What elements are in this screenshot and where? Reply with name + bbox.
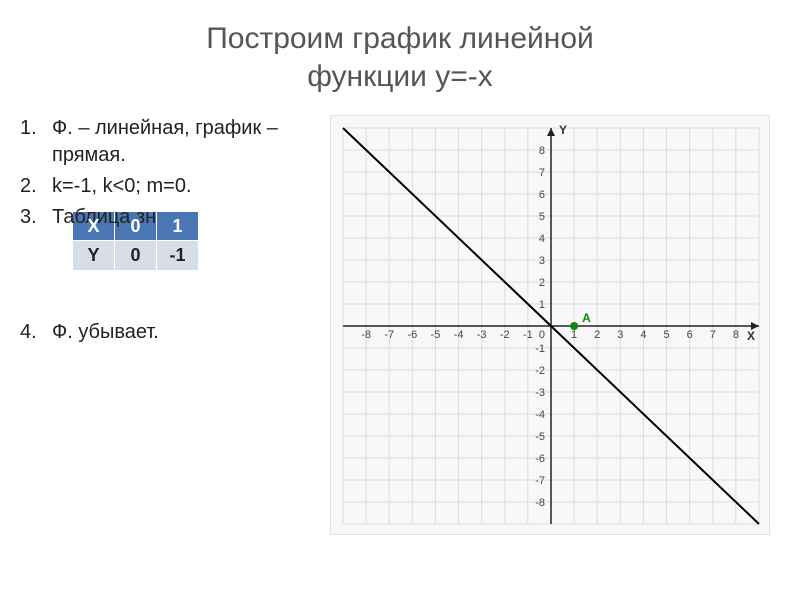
table-row: X 0 1 — [73, 212, 199, 241]
content-area: 1. Ф. – линейная, график – прямая. 2. k=… — [0, 115, 800, 535]
svg-text:-7: -7 — [535, 475, 545, 487]
svg-text:7: 7 — [710, 329, 716, 341]
title-line2: функции y=-x — [307, 60, 493, 93]
svg-text:-8: -8 — [361, 329, 371, 341]
chart-column: -8 -7 -6 -5 -4 -3 -2 -1 1 2 3 4 5 6 7 8 -8 -7 -6 -5 -4 -3 -2 -1… — [330, 115, 800, 535]
list-number: 3. — [20, 204, 52, 231]
svg-text:8: 8 — [733, 329, 739, 341]
svg-text:Y: Y — [559, 123, 567, 137]
list-number: 4. — [20, 319, 52, 346]
svg-text:4: 4 — [640, 329, 646, 341]
svg-text:-5: -5 — [431, 329, 441, 341]
svg-text:-5: -5 — [535, 431, 545, 443]
svg-text:3: 3 — [617, 329, 623, 341]
svg-text:-3: -3 — [477, 329, 487, 341]
svg-text:-7: -7 — [384, 329, 394, 341]
list-item-1: 1. Ф. – линейная, график – прямая. — [20, 115, 320, 169]
list-item-2: 2. k=-1, k<0; m=0. — [20, 173, 320, 200]
value-table: X 0 1 Y 0 -1 — [72, 211, 199, 271]
ordered-list: 1. Ф. – линейная, график – прямая. 2. k=… — [20, 115, 320, 346]
svg-text:-1: -1 — [523, 329, 533, 341]
svg-text:7: 7 — [539, 167, 545, 179]
svg-text:6: 6 — [687, 329, 693, 341]
page-title: Построим график линейной функции y=-x — [0, 0, 800, 95]
list-item-4: 4. Ф. убывает. — [20, 319, 320, 346]
svg-text:2: 2 — [539, 277, 545, 289]
svg-text:4: 4 — [539, 233, 545, 245]
svg-text:1: 1 — [571, 329, 577, 341]
svg-text:5: 5 — [539, 211, 545, 223]
list-item-3: 3. Таблица зн — [20, 204, 320, 231]
title-line1: Построим график линейной — [206, 22, 594, 55]
svg-text:-4: -4 — [535, 409, 545, 421]
svg-text:1: 1 — [539, 299, 545, 311]
svg-text:6: 6 — [539, 189, 545, 201]
svg-text:-2: -2 — [500, 329, 510, 341]
chart-svg: -8 -7 -6 -5 -4 -3 -2 -1 1 2 3 4 5 6 7 8 -8 -7 -6 -5 -4 -3 -2 -1… — [331, 116, 771, 536]
y-val-0: 0 — [115, 241, 157, 270]
svg-text:2: 2 — [594, 329, 600, 341]
svg-text:X: X — [747, 329, 755, 343]
table-row: Y 0 -1 — [73, 241, 199, 270]
list-number: 1. — [20, 115, 52, 169]
svg-text:-6: -6 — [535, 453, 545, 465]
svg-text:-3: -3 — [535, 387, 545, 399]
list-text: Ф. убывает. — [52, 319, 320, 346]
svg-text:-6: -6 — [407, 329, 417, 341]
svg-text:-2: -2 — [535, 365, 545, 377]
list-text: k=-1, k<0; m=0. — [52, 173, 320, 200]
svg-text:-4: -4 — [454, 329, 464, 341]
svg-text:3: 3 — [539, 255, 545, 267]
svg-text:-8: -8 — [535, 497, 545, 509]
svg-text:0: 0 — [539, 329, 545, 341]
svg-text:A: A — [582, 311, 591, 325]
svg-text:-1: -1 — [535, 343, 545, 355]
svg-text:5: 5 — [663, 329, 669, 341]
text-column: 1. Ф. – линейная, график – прямая. 2. k=… — [0, 115, 330, 535]
list-number: 2. — [20, 173, 52, 200]
spacer — [20, 271, 320, 319]
svg-text:8: 8 — [539, 145, 545, 157]
row-label-y: Y — [73, 241, 115, 270]
chart-container: -8 -7 -6 -5 -4 -3 -2 -1 1 2 3 4 5 6 7 8 -8 -7 -6 -5 -4 -3 -2 -1… — [330, 115, 770, 535]
y-val-1: -1 — [157, 241, 199, 270]
list-text: Ф. – линейная, график – прямая. — [52, 115, 320, 169]
